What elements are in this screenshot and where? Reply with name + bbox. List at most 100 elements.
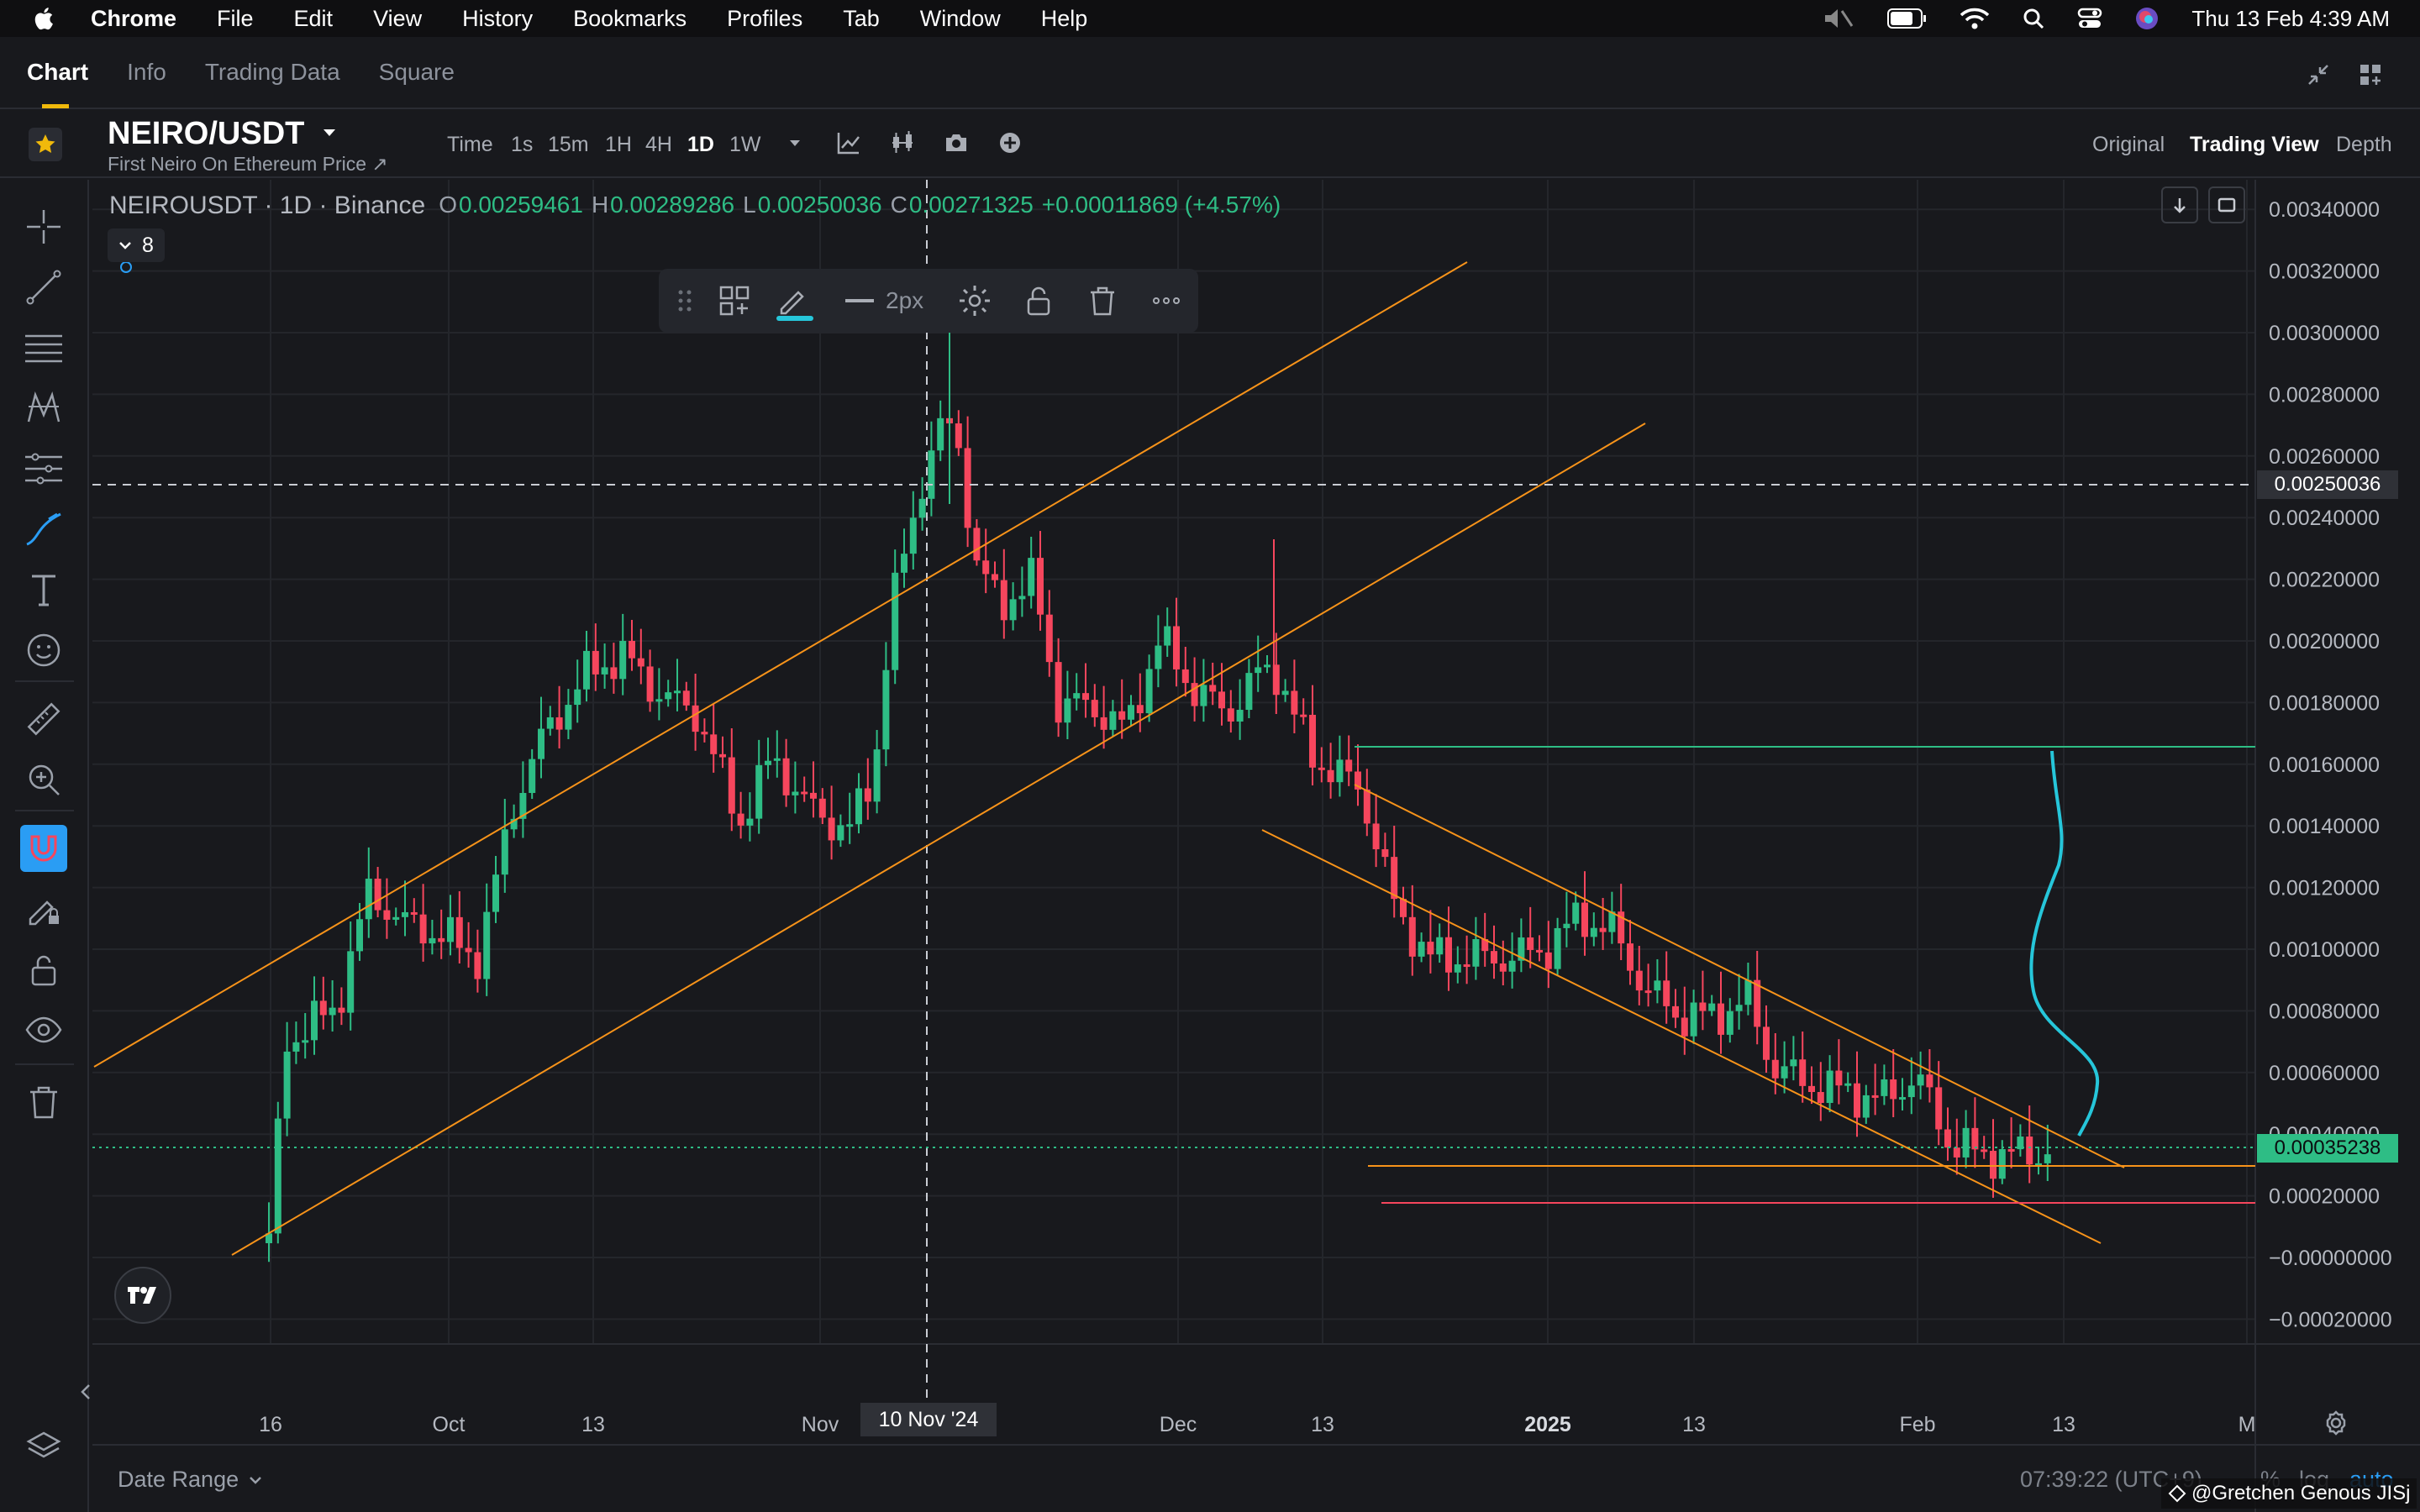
timeframe-1w[interactable]: 1W (729, 133, 761, 156)
view-original[interactable]: Original (2092, 133, 2165, 156)
menu-bookmarks[interactable]: Bookmarks (573, 5, 687, 31)
tab-chart[interactable]: Chart (27, 36, 88, 108)
menu-profiles[interactable]: Profiles (727, 5, 803, 31)
trendline-tool-icon[interactable] (20, 264, 67, 311)
line-color-pencil-icon[interactable] (775, 282, 812, 319)
unlock-icon[interactable] (20, 946, 67, 993)
menu-window[interactable]: Window (919, 5, 1001, 31)
tradingview-logo[interactable] (114, 1267, 171, 1324)
camera-icon[interactable] (943, 129, 970, 156)
timeframe-time[interactable]: Time (447, 133, 493, 156)
tab-square[interactable]: Square (378, 59, 455, 85)
mute-icon[interactable] (1822, 6, 1855, 31)
candle-body (1536, 949, 1543, 953)
candle-body (1454, 964, 1461, 973)
date-range-dropdown[interactable]: Date Range (118, 1467, 262, 1493)
candle-body (1599, 927, 1607, 932)
lock-drawings-pencil-icon[interactable] (20, 885, 67, 932)
layout-grid-icon[interactable] (2358, 62, 2383, 87)
pattern-tool-icon[interactable] (20, 385, 67, 432)
view-depth[interactable]: Depth (2336, 133, 2392, 156)
collapse-sidebar-icon[interactable] (79, 1383, 92, 1401)
more-options-icon[interactable] (1148, 282, 1185, 319)
timeframe-1s[interactable]: 1s (511, 133, 534, 156)
lock-open-icon[interactable] (1020, 282, 1057, 319)
menu-edit[interactable]: Edit (293, 5, 334, 31)
more-timeframes-icon[interactable] (786, 134, 803, 151)
time-axis-label: M (2238, 1413, 2256, 1436)
timeframe-1d[interactable]: 1D (687, 133, 714, 156)
candle-body (1400, 899, 1407, 917)
legend-high: 0.00289286 (610, 192, 735, 218)
template-icon[interactable] (716, 282, 753, 319)
scroll-to-latest-button[interactable] (2161, 186, 2198, 223)
menu-help[interactable]: Help (1040, 5, 1088, 31)
emoji-tool-icon[interactable] (20, 627, 67, 674)
candle-body (1971, 1127, 1979, 1150)
trash-icon[interactable] (20, 1079, 67, 1126)
indicators-toggle[interactable]: 8 (108, 228, 165, 262)
timeframe-1h[interactable]: 1H (605, 133, 632, 156)
search-icon[interactable] (2022, 7, 2045, 30)
brush-tool-icon[interactable] (20, 506, 67, 553)
fib-tool-icon[interactable] (20, 445, 67, 492)
drag-handle-icon[interactable] (667, 282, 704, 319)
symbol-pair[interactable]: NEIRO/USDT (108, 116, 305, 151)
price-axis-label: 0.00080000 (2269, 1000, 2380, 1023)
axis-settings-gear-icon[interactable] (2323, 1410, 2349, 1436)
candle-body (937, 417, 944, 451)
legend-high-label: H (591, 192, 609, 218)
timeframe-15m[interactable]: 15m (548, 133, 589, 156)
delete-icon[interactable] (1084, 282, 1121, 319)
tab-trading-data[interactable]: Trading Data (204, 59, 340, 85)
candle-body (992, 574, 998, 580)
candle-body (601, 667, 608, 675)
reset-chart-button[interactable] (2208, 186, 2245, 223)
menu-tab[interactable]: Tab (843, 5, 880, 31)
control-center-icon[interactable] (2077, 7, 2102, 30)
candle-body (402, 911, 408, 917)
candle-body (2044, 1154, 2051, 1163)
favorite-star-icon[interactable] (29, 128, 62, 161)
apple-icon[interactable] (30, 4, 59, 33)
menu-clock[interactable]: Thu 13 Feb 4:39 AM (2191, 5, 2390, 31)
candle-body (1245, 673, 1253, 711)
timeframe-4h[interactable]: 4H (645, 133, 672, 156)
indicators-icon[interactable] (835, 129, 862, 156)
collapse-icon[interactable] (2306, 62, 2331, 87)
line-width-label[interactable]: 2px (886, 287, 924, 313)
menu-app-name[interactable]: Chrome (91, 5, 177, 31)
tab-info[interactable]: Info (127, 59, 166, 85)
menu-history[interactable]: History (462, 5, 534, 31)
line-width-icon[interactable] (845, 299, 874, 302)
candle-body (283, 1051, 291, 1119)
crosshair-tool-icon[interactable] (20, 203, 67, 250)
candle-body (646, 666, 654, 702)
candle-body (955, 423, 962, 449)
siri-icon[interactable] (2134, 6, 2160, 31)
menu-file[interactable]: File (217, 5, 254, 31)
text-tool-icon[interactable] (20, 566, 67, 613)
zoom-tool-icon[interactable] (20, 756, 67, 803)
ruler-tool-icon[interactable] (20, 696, 67, 743)
visibility-eye-icon[interactable] (20, 1006, 67, 1053)
magnet-tool-icon[interactable] (20, 825, 67, 872)
wifi-icon[interactable] (1960, 7, 1990, 30)
menu-view[interactable]: View (373, 5, 423, 31)
candle-body (746, 818, 754, 826)
symbol-dropdown-icon[interactable] (321, 124, 338, 141)
symbol-subtitle[interactable]: First Neiro On Ethereum Price ↗ (108, 153, 388, 175)
view-trading-view[interactable]: Trading View (2190, 133, 2319, 156)
candle-body (1926, 1074, 1933, 1088)
layers-icon[interactable] (20, 1423, 67, 1470)
battery-icon[interactable] (1887, 8, 1928, 29)
candle-body (338, 1007, 345, 1013)
chart-type-candles-icon[interactable] (889, 129, 916, 156)
candle-body (1871, 1095, 1879, 1098)
add-indicator-icon[interactable] (997, 129, 1023, 156)
settings-gear-icon[interactable] (956, 282, 993, 319)
drawing-tools-sidebar (0, 180, 89, 1512)
horizontal-lines-tool-icon[interactable] (20, 324, 67, 371)
legend-open-label: O (439, 192, 457, 218)
